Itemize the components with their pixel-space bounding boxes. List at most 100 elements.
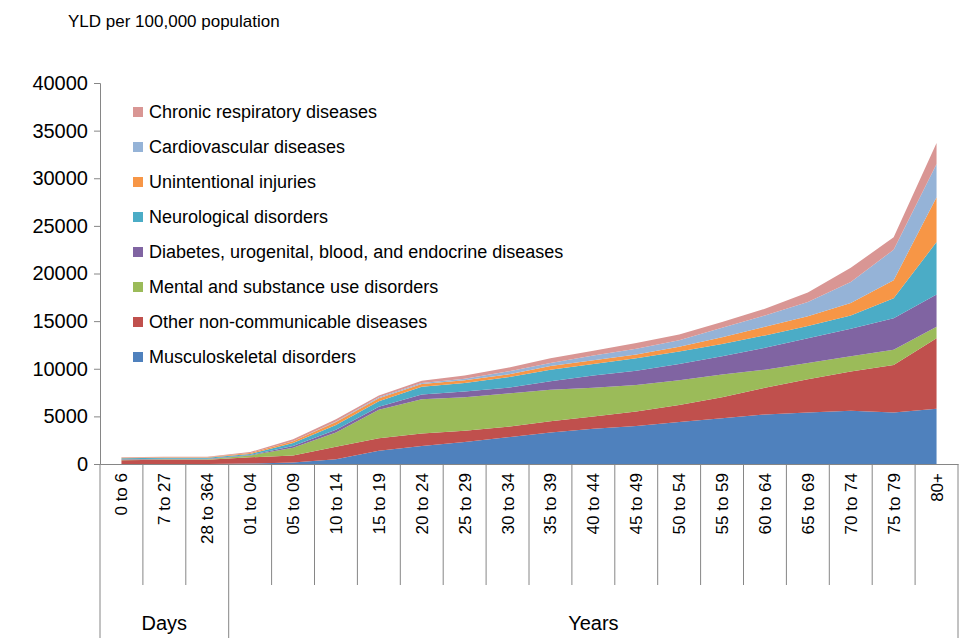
y-tick: 10000 <box>32 358 100 380</box>
x-tick-label: 45 to 49 <box>627 473 646 534</box>
x-tick-label: 80+ <box>928 473 947 502</box>
y-axis-title: YLD per 100,000 population <box>68 12 280 31</box>
y-tick-mark <box>94 226 100 227</box>
y-tick-label: 20000 <box>32 262 88 284</box>
category-separator <box>614 464 615 585</box>
legend-label: Neurological disorders <box>149 207 328 227</box>
legend-label: Chronic respiratory diseases <box>149 102 377 122</box>
y-tick-mark <box>94 464 100 465</box>
x-tick-label: 05 to 09 <box>284 473 303 534</box>
y-tick: 0 <box>77 453 100 475</box>
y-tick-mark <box>94 131 100 132</box>
x-tick: 05 to 09 <box>284 464 303 534</box>
legend-label: Other non-communicable diseases <box>149 312 427 332</box>
x-tick-label: 25 to 29 <box>456 473 475 534</box>
x-tick-label: 10 to 14 <box>327 473 346 534</box>
x-tick: 28 to 364 <box>198 464 217 544</box>
y-tick-mark <box>94 321 100 322</box>
x-tick: 45 to 49 <box>627 464 646 534</box>
category-separator <box>571 464 572 585</box>
category-separator <box>529 464 530 585</box>
plot-area <box>121 143 936 464</box>
x-tick: 55 to 59 <box>713 464 732 534</box>
y-tick-mark <box>94 274 100 275</box>
area-series <box>121 242 936 459</box>
category-group-label: Years <box>568 612 618 634</box>
y-tick-label: 10000 <box>32 358 88 380</box>
category-separator <box>142 464 143 585</box>
y-tick-mark <box>94 178 100 179</box>
x-tick-label: 20 to 24 <box>413 473 432 534</box>
x-tick-label: 30 to 34 <box>499 473 518 534</box>
y-tick: 5000 <box>44 405 101 427</box>
category-separator <box>486 464 487 585</box>
category-separator <box>357 464 358 585</box>
x-tick-label: 55 to 59 <box>713 473 732 534</box>
legend-swatch <box>133 107 143 117</box>
category-separator <box>958 464 959 638</box>
category-separator <box>228 464 229 638</box>
legend-label: Unintentional injuries <box>149 172 316 192</box>
legend: Chronic respiratory diseases Cardiovascul… <box>133 102 563 367</box>
y-tick-mark <box>94 83 100 84</box>
y-tick: 20000 <box>32 262 100 284</box>
y-axis: 0 5000 10000 15000 20000 25000 30000 35000 40000 <box>32 72 100 475</box>
chart: 0 5000 10000 15000 20000 25000 30000 35000 40000… <box>0 0 960 640</box>
category-separator <box>443 464 444 585</box>
y-tick-label: 15000 <box>32 310 88 332</box>
y-tick: 30000 <box>32 167 100 189</box>
legend-label: Cardiovascular diseases <box>149 137 345 157</box>
y-tick-label: 5000 <box>44 405 89 427</box>
x-tick-label: 60 to 64 <box>756 473 775 534</box>
y-tick-mark <box>94 416 100 417</box>
legend-swatch <box>133 247 143 257</box>
y-axis-line <box>94 84 101 465</box>
x-tick-label: 50 to 54 <box>670 473 689 534</box>
y-tick: 25000 <box>32 215 100 237</box>
y-tick: 15000 <box>32 310 100 332</box>
legend-swatch <box>133 177 143 187</box>
x-tick: 10 to 14 <box>327 464 346 534</box>
legend-label: Musculoskeletal disorders <box>149 347 356 367</box>
legend-label: Diabetes, urogenital, blood, and endocri… <box>149 242 563 262</box>
x-tick-label: 0 to 6 <box>112 473 131 516</box>
category-separator <box>915 464 916 585</box>
x-tick: 50 to 54 <box>670 464 689 534</box>
x-tick-label: 7 to 27 <box>155 473 174 525</box>
y-tick-label: 40000 <box>32 72 88 94</box>
category-separator <box>100 464 101 638</box>
category-separator <box>185 464 186 585</box>
y-tick-mark <box>94 369 100 370</box>
x-tick: 25 to 29 <box>456 464 475 534</box>
category-separator <box>743 464 744 585</box>
category-separator <box>700 464 701 585</box>
area-series <box>121 143 936 458</box>
x-tick: 20 to 24 <box>413 464 432 534</box>
legend-swatch <box>133 212 143 222</box>
x-tick: 35 to 39 <box>541 464 560 534</box>
x-tick: 01 to 04 <box>241 464 260 534</box>
legend-label: Mental and substance use disorders <box>149 277 438 297</box>
y-tick-label: 35000 <box>32 120 88 142</box>
x-tick-label: 28 to 364 <box>198 473 217 544</box>
x-tick: 30 to 34 <box>499 464 518 534</box>
x-tick-label: 35 to 39 <box>541 473 560 534</box>
x-tick-label: 70 to 74 <box>842 473 861 534</box>
category-separator <box>400 464 401 585</box>
category-group-label: Days <box>142 612 188 634</box>
y-tick: 40000 <box>32 72 100 94</box>
category-separator <box>872 464 873 585</box>
x-tick-label: 15 to 19 <box>370 473 389 534</box>
category-separator <box>786 464 787 585</box>
area-series <box>121 164 936 458</box>
y-tick-label: 30000 <box>32 167 88 189</box>
category-separator <box>829 464 830 585</box>
legend-swatch <box>133 142 143 152</box>
x-tick: 15 to 19 <box>370 464 389 534</box>
x-tick-label: 75 to 79 <box>885 473 904 534</box>
x-tick: 40 to 44 <box>584 464 603 534</box>
x-tick: 80+ <box>928 464 947 502</box>
category-separator <box>314 464 315 585</box>
x-tick-label: 65 to 69 <box>799 473 818 534</box>
category-separators <box>100 464 958 638</box>
